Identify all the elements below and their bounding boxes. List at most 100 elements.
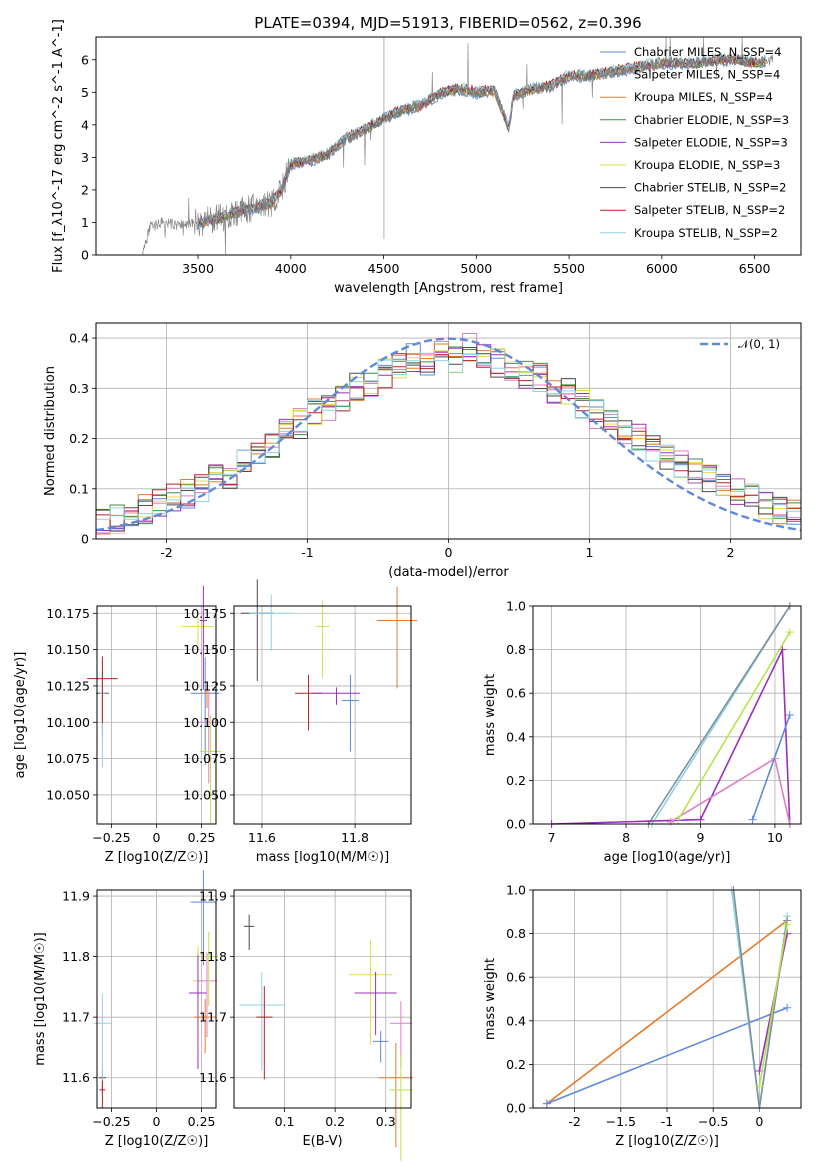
mass-weight-line [647, 605, 791, 825]
x-axis-label: wavelength [Angstrom, rest frame] [334, 281, 563, 296]
data-point [199, 585, 207, 690]
data-point [249, 594, 294, 651]
data-point [378, 1043, 414, 1148]
data-marker [666, 817, 675, 826]
x-tick-label: 0.2 [325, 1114, 345, 1129]
legend-entry: Salpeter ELODIE, N_SSP=3 [634, 135, 788, 149]
y-tick-label: 1 [81, 215, 89, 230]
x-tick-label: 4500 [368, 261, 400, 276]
legend-entry: Chabrier MILES, N_SSP=4 [634, 45, 781, 59]
x-tick-label: 0 [153, 830, 161, 845]
axes-frame [233, 889, 412, 1109]
y-axis-label: mass weight [483, 674, 498, 756]
y-axis-label: mass weight [483, 958, 498, 1040]
y-tick-label: 0.4 [506, 729, 526, 744]
legend-entry: Chabrier ELODIE, N_SSP=3 [634, 113, 789, 127]
mass-weight-line [732, 889, 788, 1109]
data-marker [674, 815, 683, 824]
y-tick-label: 10.075 [183, 751, 227, 766]
tick-labels: -2 -1 0 1 2 0 0.1 0.2 0.3 0.4 [69, 331, 734, 560]
y-tick-label: 0.8 [506, 926, 526, 941]
x-tick-label: 4000 [275, 261, 307, 276]
y-axis-label: Normed distribution [43, 366, 58, 496]
y-tick-label: 0.1 [69, 481, 89, 496]
x-tick-label: -1 [301, 545, 313, 560]
y-tick-label: 11.6 [199, 1070, 227, 1085]
data-marker [783, 920, 792, 929]
y-tick-label: 11.7 [62, 1010, 90, 1025]
data-point [372, 1030, 389, 1063]
plot-area [240, 579, 418, 752]
y-tick-label: 5 [81, 85, 89, 100]
legend: Chabrier MILES, N_SSP=4 Salpeter MILES, N… [600, 45, 789, 240]
x-tick-label: -1 [661, 1114, 673, 1129]
y-tick-label: 2 [81, 182, 89, 197]
y-tick-label: 10.175 [46, 606, 90, 621]
histogram-step-line [96, 352, 801, 520]
mass-weight-line [758, 924, 788, 1087]
histogram-step-line [96, 353, 801, 527]
age-vs-mass-panel: 11.6 11.8 10.050 10.075 10.100 10.125 10.150 10… [183, 579, 418, 865]
data-point [194, 999, 217, 1054]
data-point [348, 939, 393, 1045]
y-tick-label: 0.3 [69, 381, 89, 396]
x-axis-label: E(B-V) [302, 1134, 342, 1149]
y-tick-label: 10.050 [46, 787, 90, 802]
data-marker [696, 815, 705, 824]
data-point [93, 993, 112, 1083]
y-tick-label: 11.9 [199, 889, 227, 904]
mass-weight-line [551, 649, 791, 825]
tick-labels: 3500 4000 4500 5000 5500 6000 6500 0 1 2 3 4 5 6 [81, 52, 771, 276]
plot-area [93, 870, 219, 1109]
y-axis-label: Flux [f_λ10^-17 erg cm^-2 s^-1 A^-1] [51, 19, 66, 273]
chart-title: PLATE=0394, MJD=51913, FIBERID=0562, z=0… [254, 14, 641, 32]
data-spectrum-line [142, 36, 774, 256]
legend-entry: Salpeter MILES, N_SSP=4 [634, 68, 780, 82]
x-tick-label: −1.5 [606, 1114, 636, 1129]
legend-entry: Salpeter STELIB, N_SSP=2 [634, 203, 785, 217]
y-tick-label: 0.6 [506, 686, 526, 701]
residual-histogram-panel: -2 -1 0 1 2 0 0.1 0.2 0.3 0.4 (data-model)/error No… [43, 322, 802, 580]
y-axis-label: age [log10(age/yr)] [13, 652, 28, 779]
data-marker [785, 628, 794, 637]
axes-frame [95, 322, 802, 540]
mass-weight-vs-age-panel: 7 8 9 10 0.0 0.2 0.4 0.6 0.8 1.0 age [log10(age/yr… [483, 599, 802, 865]
normal-distribution-curve [95, 337, 802, 532]
y-tick-label: 11.6 [62, 1070, 90, 1085]
x-tick-label: 11.6 [248, 830, 276, 845]
y-tick-label: 0.6 [506, 970, 526, 985]
data-marker [783, 1003, 792, 1012]
x-tick-label: 1 [586, 545, 594, 560]
x-tick-label: 0 [153, 1114, 161, 1129]
grid-lines [97, 606, 216, 824]
mass-vs-metallicity-panel: −0.25 0 0.25 11.6 11.7 11.8 11.9 Z [log10(Z/Z☉)… [33, 870, 219, 1149]
y-tick-label: 11.8 [62, 949, 90, 964]
x-tick-label: 11.8 [341, 830, 369, 845]
x-tick-label: −0.5 [698, 1114, 728, 1129]
plot-area [547, 602, 794, 828]
data-point [199, 931, 219, 1006]
y-tick-label: 6 [81, 52, 89, 67]
plot-area [542, 886, 792, 1112]
y-tick-label: 4 [81, 117, 89, 132]
y-tick-label: 0 [81, 248, 89, 263]
x-tick-label: 2 [727, 545, 735, 560]
data-point [188, 954, 207, 1070]
y-tick-label: 10.175 [183, 606, 227, 621]
y-tick-label: 10.125 [46, 678, 90, 693]
x-tick-label: -2 [568, 1114, 580, 1129]
data-marker [755, 1082, 764, 1091]
y-axis-label: mass [log10(M/M☉)] [33, 932, 48, 1065]
data-point [342, 674, 359, 752]
data-point [190, 870, 217, 966]
tick-labels: 7 8 9 10 0.0 0.2 0.4 0.6 0.8 1.0 [506, 599, 783, 846]
x-axis-label: Z [log10(Z/Z☉)] [105, 850, 209, 865]
age-vs-metallicity-panel: −0.25 0 0.25 10.050 10.075 10.100 10.125 10.150… [13, 585, 222, 865]
y-tick-label: 10.150 [46, 642, 90, 657]
y-tick-label: 10.125 [183, 678, 227, 693]
mass-weight-line [677, 631, 791, 821]
y-tick-label: 11.7 [199, 1010, 227, 1025]
y-tick-label: 0.4 [69, 331, 89, 346]
axes-frame [95, 36, 802, 256]
data-point [312, 687, 360, 705]
